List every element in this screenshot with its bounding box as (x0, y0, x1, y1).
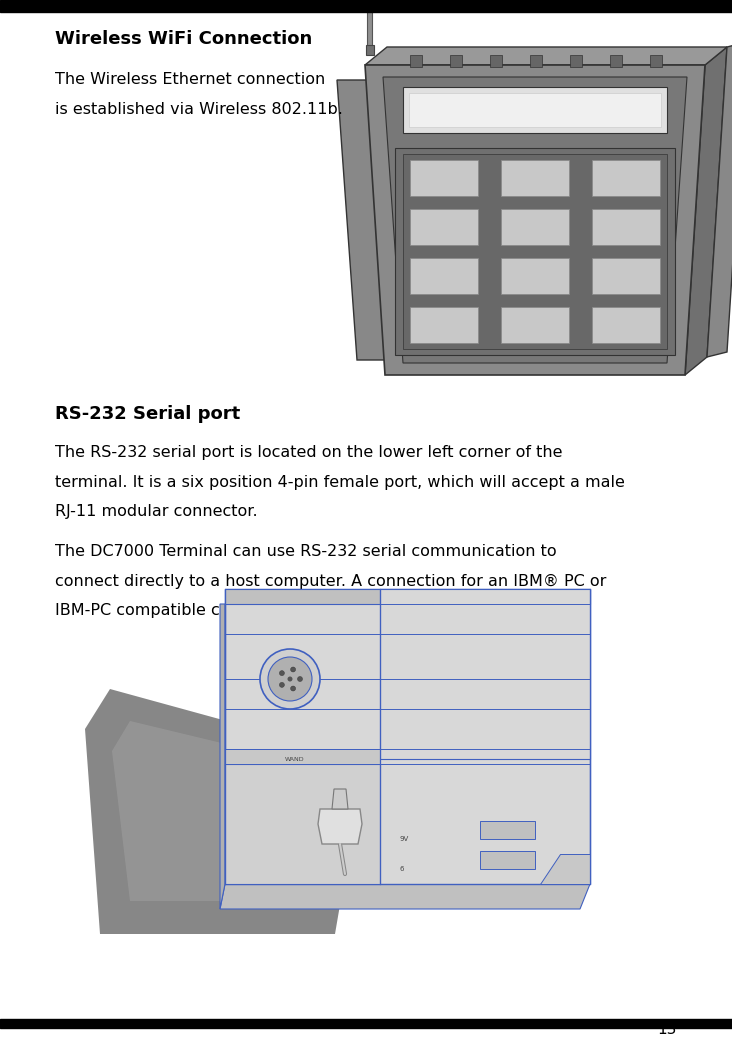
Bar (610, 55, 622, 66)
Circle shape (297, 676, 302, 682)
Bar (367, 0, 373, 47)
Text: The RS-232 serial port is located on the lower left corner of the: The RS-232 serial port is located on the… (55, 445, 562, 460)
Polygon shape (332, 789, 348, 809)
Polygon shape (707, 42, 732, 357)
Text: terminal. It is a six position 4-pin female port, which will accept a male: terminal. It is a six position 4-pin fem… (55, 475, 625, 489)
Polygon shape (383, 77, 687, 363)
Polygon shape (112, 721, 338, 901)
Polygon shape (225, 589, 590, 604)
Bar (650, 55, 662, 66)
Bar (570, 55, 582, 66)
Circle shape (280, 683, 285, 688)
Text: IBM-PC compatible computer is shown on the following page.: IBM-PC compatible computer is shown on t… (55, 603, 548, 618)
Circle shape (288, 676, 293, 682)
Polygon shape (380, 589, 590, 760)
Polygon shape (501, 160, 569, 196)
Polygon shape (501, 307, 569, 343)
Bar (410, 55, 422, 66)
Text: 9V: 9V (400, 836, 409, 842)
Bar (480, 851, 535, 869)
Circle shape (260, 649, 320, 709)
Bar (0, 0, 732, 12)
Polygon shape (365, 47, 727, 65)
Text: 13: 13 (657, 1022, 677, 1037)
Polygon shape (409, 94, 661, 127)
Text: 6: 6 (400, 865, 405, 872)
Polygon shape (592, 307, 660, 343)
Polygon shape (540, 854, 590, 884)
Polygon shape (403, 87, 667, 133)
Circle shape (291, 667, 296, 672)
Polygon shape (592, 160, 660, 196)
Circle shape (280, 670, 285, 675)
Text: The Wireless Ethernet connection: The Wireless Ethernet connection (55, 72, 325, 87)
Polygon shape (225, 749, 380, 764)
Polygon shape (410, 209, 477, 245)
Polygon shape (395, 148, 675, 355)
Text: RJ-11 modular connector.: RJ-11 modular connector. (55, 504, 258, 520)
Polygon shape (501, 209, 569, 245)
Polygon shape (410, 160, 477, 196)
Text: Wireless WiFi Connection: Wireless WiFi Connection (55, 30, 313, 48)
Polygon shape (100, 704, 350, 920)
Polygon shape (592, 258, 660, 294)
Polygon shape (410, 258, 477, 294)
Polygon shape (403, 154, 667, 349)
Bar (450, 55, 462, 66)
Polygon shape (685, 47, 727, 375)
Polygon shape (337, 80, 387, 359)
Text: The DC7000 Terminal can use RS-232 serial communication to: The DC7000 Terminal can use RS-232 seria… (55, 544, 556, 559)
Polygon shape (365, 65, 705, 375)
Bar (366, 45, 374, 55)
Circle shape (268, 657, 312, 701)
Polygon shape (410, 307, 477, 343)
Text: connect directly to a host computer. A connection for an IBM® PC or: connect directly to a host computer. A c… (55, 574, 606, 588)
Polygon shape (225, 589, 590, 884)
Polygon shape (225, 764, 380, 884)
Polygon shape (220, 604, 225, 909)
Polygon shape (220, 884, 590, 909)
Circle shape (291, 686, 296, 691)
Bar (480, 821, 535, 840)
Text: RS-232 Serial port: RS-232 Serial port (55, 405, 240, 423)
Text: is established via Wireless 802.11b.: is established via Wireless 802.11b. (55, 102, 343, 116)
Bar (0, 1018, 732, 1028)
Bar (530, 55, 542, 66)
Polygon shape (592, 209, 660, 245)
Polygon shape (318, 809, 362, 844)
Text: WAND: WAND (285, 757, 305, 762)
Polygon shape (85, 689, 365, 934)
Bar (490, 55, 502, 66)
Polygon shape (501, 258, 569, 294)
